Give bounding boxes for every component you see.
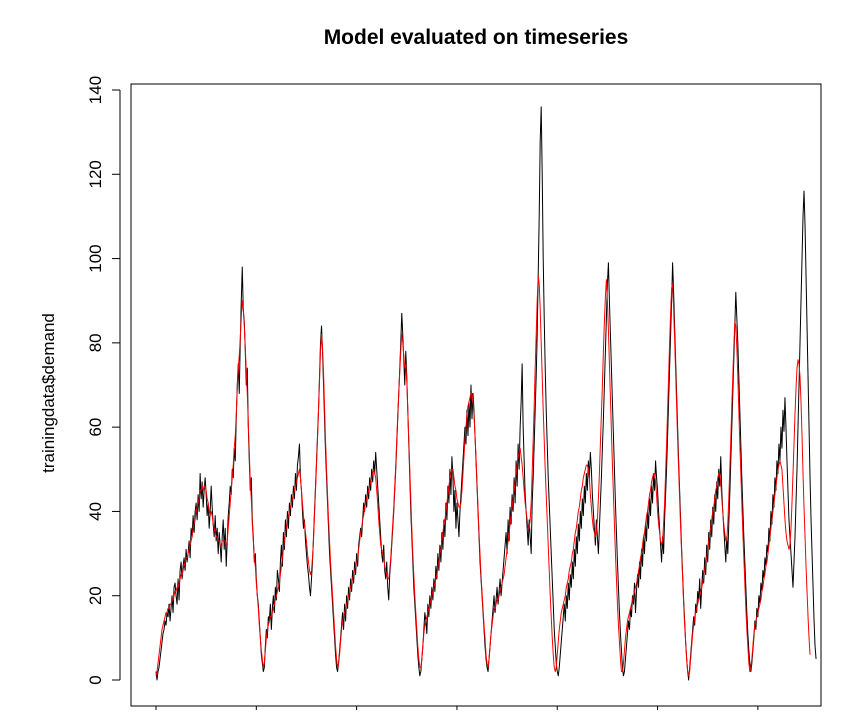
chart-title: Model evaluated on timeseries [324, 26, 629, 49]
actual-series-line [155, 106, 817, 681]
y-tick-label: 40 [86, 502, 105, 521]
y-axis: 0 20 40 60 80 100 120 140 [86, 76, 121, 685]
series-layer [155, 106, 817, 681]
y-tick-label: 120 [86, 160, 105, 188]
y-axis-title: trainingdata$demand [39, 313, 58, 473]
y-tick-label: 60 [86, 418, 105, 437]
plot-frame [130, 83, 822, 707]
y-tick-label: 100 [86, 244, 105, 272]
y-tick-label: 140 [86, 76, 105, 104]
fitted-series-line [155, 274, 811, 677]
x-axis [155, 706, 759, 710]
y-tick-label: 20 [86, 586, 105, 605]
y-tick-label: 80 [86, 333, 105, 352]
y-tick-label: 0 [86, 675, 105, 684]
